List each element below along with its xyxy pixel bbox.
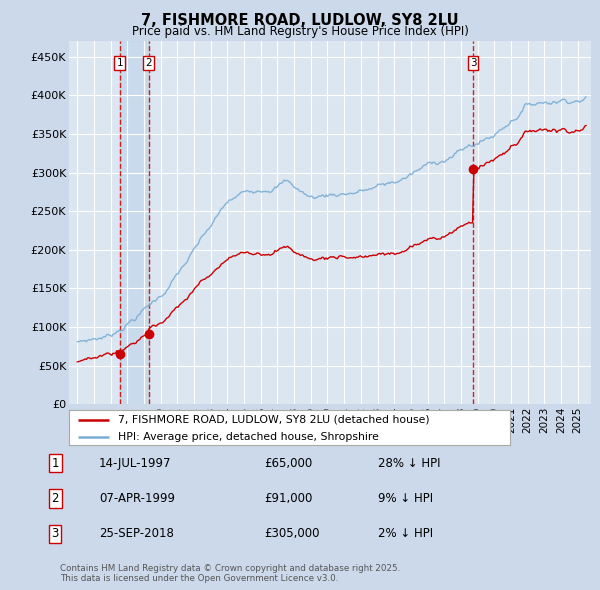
Text: Contains HM Land Registry data © Crown copyright and database right 2025.
This d: Contains HM Land Registry data © Crown c… bbox=[60, 563, 400, 583]
Text: 1: 1 bbox=[116, 58, 123, 68]
Text: Price paid vs. HM Land Registry's House Price Index (HPI): Price paid vs. HM Land Registry's House … bbox=[131, 25, 469, 38]
Text: 2: 2 bbox=[52, 492, 59, 505]
Text: 28% ↓ HPI: 28% ↓ HPI bbox=[378, 457, 440, 470]
Text: 07-APR-1999: 07-APR-1999 bbox=[99, 492, 175, 505]
Text: 2% ↓ HPI: 2% ↓ HPI bbox=[378, 527, 433, 540]
Text: 7, FISHMORE ROAD, LUDLOW, SY8 2LU: 7, FISHMORE ROAD, LUDLOW, SY8 2LU bbox=[141, 13, 459, 28]
Text: 9% ↓ HPI: 9% ↓ HPI bbox=[378, 492, 433, 505]
Text: 3: 3 bbox=[52, 527, 59, 540]
Text: 25-SEP-2018: 25-SEP-2018 bbox=[99, 527, 174, 540]
Text: 1: 1 bbox=[52, 457, 59, 470]
Text: 2: 2 bbox=[145, 58, 152, 68]
Text: 14-JUL-1997: 14-JUL-1997 bbox=[99, 457, 172, 470]
Text: 3: 3 bbox=[470, 58, 476, 68]
Text: £91,000: £91,000 bbox=[264, 492, 313, 505]
Text: 7, FISHMORE ROAD, LUDLOW, SY8 2LU (detached house): 7, FISHMORE ROAD, LUDLOW, SY8 2LU (detac… bbox=[118, 415, 429, 425]
Bar bbox=[119, 41, 149, 404]
Text: £65,000: £65,000 bbox=[264, 457, 312, 470]
Text: £305,000: £305,000 bbox=[264, 527, 320, 540]
Text: HPI: Average price, detached house, Shropshire: HPI: Average price, detached house, Shro… bbox=[118, 432, 379, 441]
